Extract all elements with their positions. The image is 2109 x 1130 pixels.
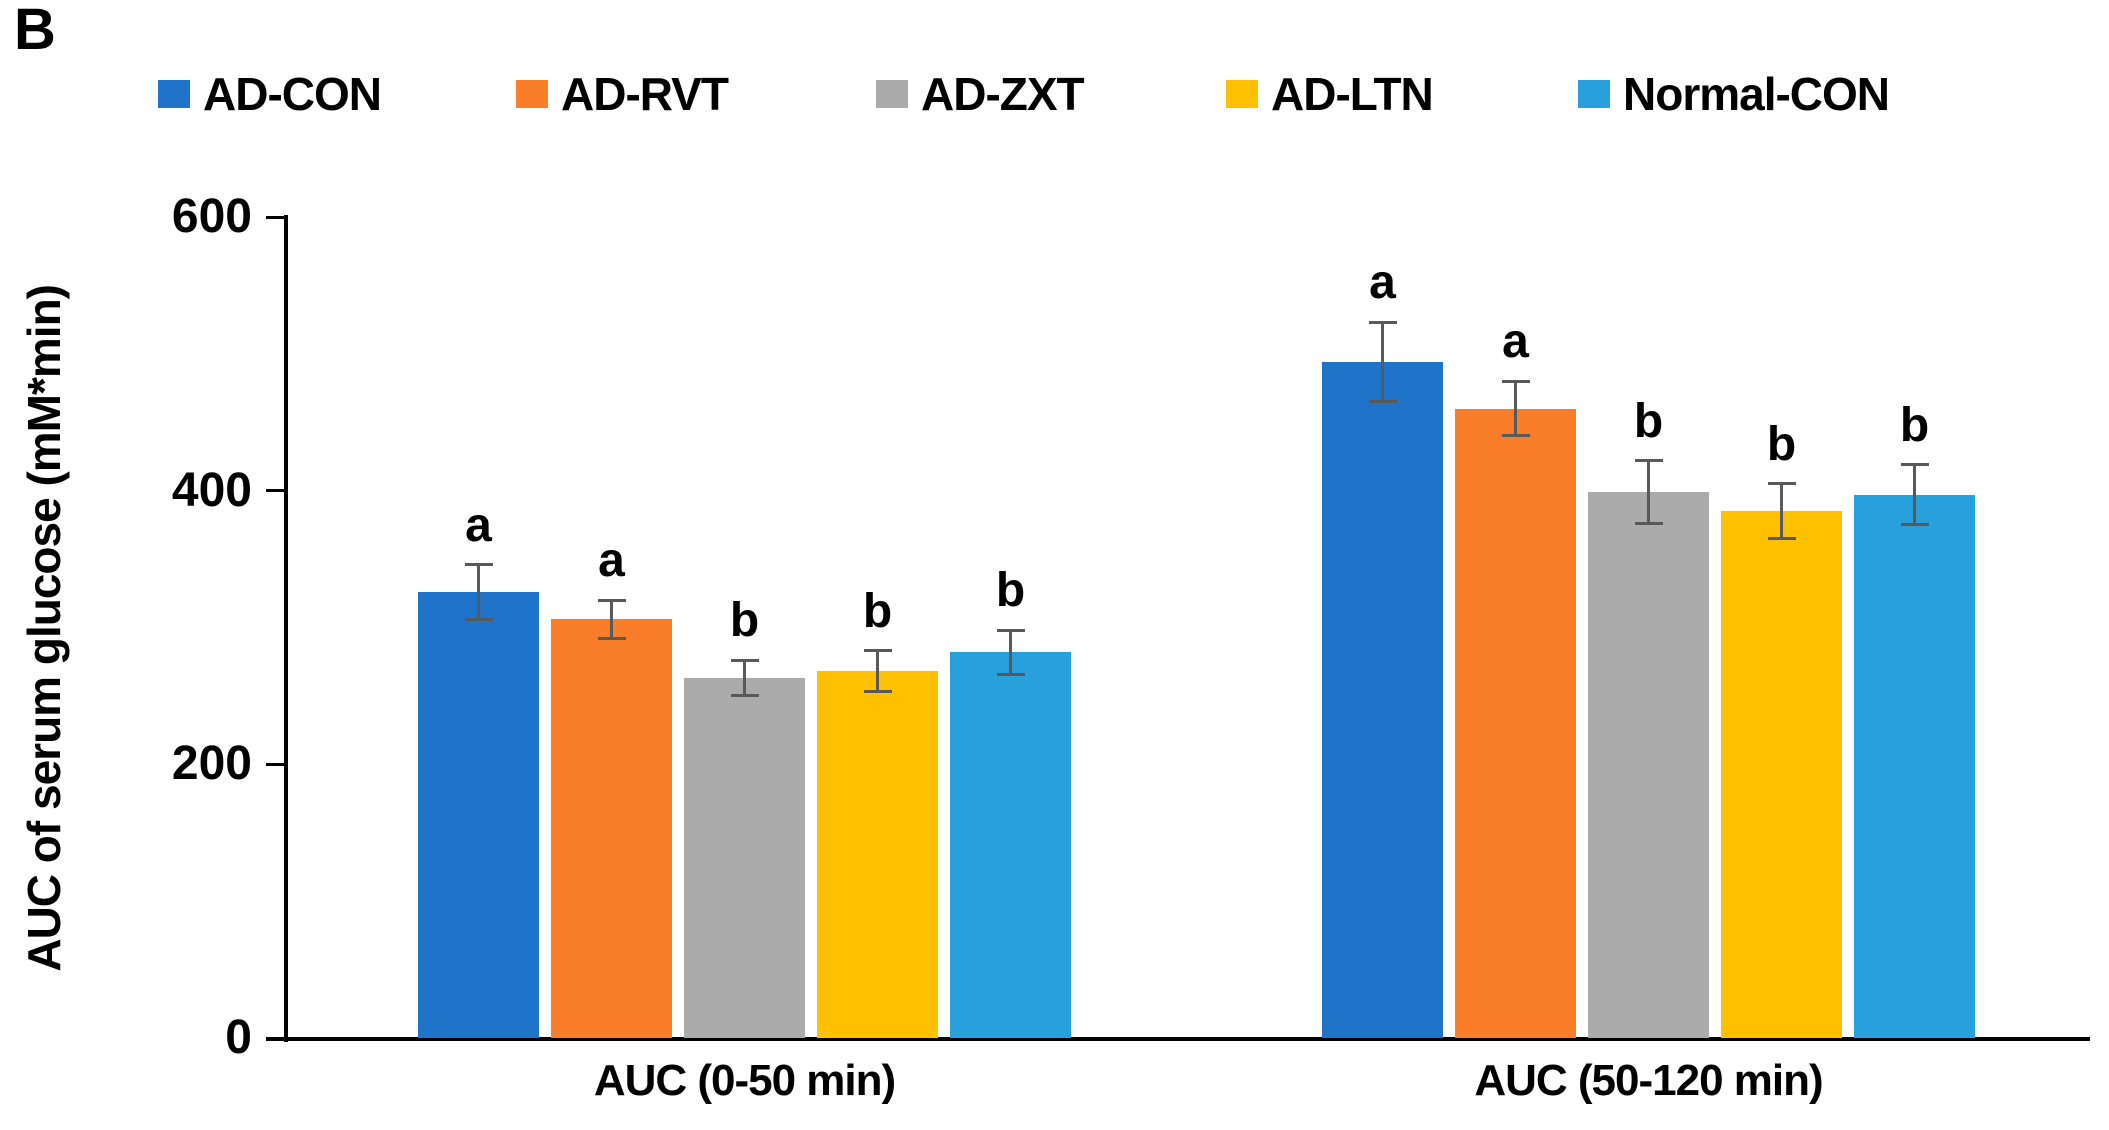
legend-swatch-icon [1578,80,1610,108]
error-bar-cap-top [1634,459,1663,463]
x-category-label: AUC (0-50 min) [593,1056,896,1105]
legend-label: AD-LTN [1271,68,1434,120]
error-bar-cap-top [863,649,892,653]
significance-letter: b [729,594,760,648]
error-bar-cap-top [730,658,759,662]
error-bar [477,564,480,620]
error-bar-cap-top [464,563,493,567]
error-bar [1647,460,1650,524]
x-axis-line [266,1037,2090,1041]
legend-swatch-icon [876,80,908,108]
significance-letter: b [1899,398,1930,452]
error-bar-cap-bottom [597,636,626,640]
error-bar-cap-bottom [863,690,892,694]
error-bar [1514,381,1517,436]
legend-item-normal-con: Normal-CON [1578,62,1890,126]
legend-item-ad-con: AD-CON [158,62,382,126]
error-bar-cap-top [597,598,626,602]
y-tick-mark [266,1036,284,1040]
bar-ad-zxt-1 [1588,492,1709,1038]
error-bar-cap-bottom [996,672,1025,676]
error-bar-cap-bottom [1900,523,1929,527]
error-bar-cap-top [1767,482,1796,486]
legend-swatch-icon [516,80,548,108]
error-bar-cap-bottom [1501,434,1530,438]
significance-letter: b [1633,394,1664,448]
y-tick-label: 400 [171,463,252,517]
x-category-label: AUC (50-120 min) [1474,1056,1823,1105]
error-bar-cap-top [996,628,1025,632]
bar-ad-rvt-1 [1455,408,1576,1038]
bar-ad-zxt-0 [684,678,805,1038]
significance-letter: b [1766,417,1797,471]
legend-item-ad-ltn: AD-LTN [1226,62,1434,126]
legend-label: AD-RVT [561,68,729,120]
y-tick-mark [266,762,284,766]
bar-ad-ltn-1 [1721,511,1842,1038]
error-bar-cap-top [1900,463,1929,467]
bar-ad-rvt-0 [551,619,672,1038]
error-bar [1381,322,1384,402]
y-tick-label: 200 [171,737,252,791]
bar-normal-con-0 [950,652,1071,1038]
legend-item-ad-zxt: AD-ZXT [876,62,1085,126]
error-bar [610,600,613,639]
error-bar-cap-top [1501,379,1530,383]
error-bar-cap-bottom [730,694,759,698]
chart-legend: AD-CON AD-RVT AD-ZXT AD-LTN Normal-CON [0,62,2109,132]
error-bar [1913,464,1916,525]
significance-letter: b [862,584,893,638]
error-bar-cap-bottom [1767,537,1796,541]
legend-label: AD-CON [203,68,382,120]
legend-swatch-icon [158,80,190,108]
y-tick-mark [266,489,284,493]
error-bar [876,650,879,692]
bar-normal-con-1 [1854,494,1975,1038]
y-axis-line [284,215,288,1042]
significance-letter: a [1369,256,1396,310]
y-tick-label: 0 [225,1011,252,1064]
y-tick-label: 600 [171,190,252,243]
panel-label: B [14,0,56,62]
significance-letter: a [465,498,492,552]
bar-ad-ltn-0 [817,671,938,1038]
y-tick-mark [266,215,284,219]
significance-letter: a [1502,315,1529,369]
legend-label: Normal-CON [1623,68,1890,120]
error-bar-cap-top [1368,320,1397,324]
bar-ad-con-1 [1322,362,1443,1038]
legend-item-ad-rvt: AD-RVT [516,62,729,126]
error-bar [1780,483,1783,539]
error-bar-cap-bottom [464,617,493,621]
legend-swatch-icon [1226,80,1258,108]
error-bar [743,660,746,696]
bar-ad-con-0 [418,591,539,1038]
error-bar [1009,630,1012,675]
significance-letter: b [995,564,1026,618]
error-bar-cap-bottom [1368,400,1397,404]
error-bar-cap-bottom [1634,522,1663,525]
legend-label: AD-ZXT [921,68,1085,120]
significance-letter: a [598,534,625,588]
